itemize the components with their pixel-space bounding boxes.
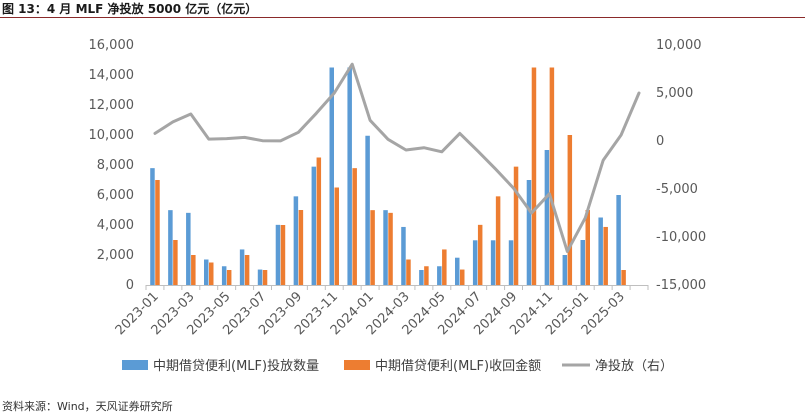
bar-mlf-issuance — [186, 212, 191, 285]
bar-mlf-issuance — [275, 224, 281, 285]
bar-mlf-maturity — [352, 168, 357, 285]
figure-title: 图 13：4 月 MLF 净投放 5000 亿元（亿元） — [2, 2, 258, 16]
bar-mlf-maturity — [621, 270, 626, 285]
bar-mlf-issuance — [544, 150, 550, 285]
bar-mlf-issuance — [329, 67, 334, 285]
bar-mlf-issuance — [293, 196, 299, 285]
bar-mlf-maturity — [424, 266, 429, 285]
bar-mlf-maturity — [191, 255, 196, 285]
left-tick-label: 10,000 — [89, 128, 135, 143]
bar-mlf-maturity — [477, 224, 483, 285]
legend-label: 中期借贷便利(MLF)投放数量 — [153, 358, 319, 374]
bar-mlf-issuance — [168, 210, 173, 285]
bar-mlf-maturity — [495, 196, 501, 285]
source-note: 资料来源：Wind，天风证券研究所 — [2, 400, 173, 413]
legend: 中期借贷便利(MLF)投放数量 中期借贷便利(MLF)收回金额 净投放（右） — [122, 358, 673, 374]
bar-mlf-issuance — [580, 240, 585, 285]
bar-mlf-maturity — [549, 67, 555, 285]
left-tick-label: 0 — [126, 278, 134, 293]
bar-mlf-maturity — [209, 262, 214, 285]
bar-mlf-issuance — [401, 226, 406, 285]
bar-mlf-maturity — [513, 166, 519, 285]
bar-mlf-issuance — [562, 255, 568, 285]
left-tick-label: 16,000 — [89, 38, 135, 53]
right-tick-label: 5,000 — [656, 86, 693, 101]
legend-swatch — [122, 360, 148, 370]
bar-mlf-issuance — [365, 135, 370, 285]
right-axis: -15,000 -10,000 -5,000 0 5,000 10,000 — [656, 38, 706, 293]
bar-mlf-issuance — [239, 249, 245, 285]
bar-mlf-maturity — [603, 226, 608, 285]
bar-mlf-maturity — [567, 135, 573, 285]
bar-mlf-maturity — [262, 270, 268, 285]
bar-mlf-issuance — [419, 270, 424, 285]
bar-mlf-issuance — [508, 240, 514, 285]
left-tick-label: 6,000 — [97, 188, 134, 203]
bar-mlf-issuance — [347, 67, 352, 285]
bar-layer — [150, 67, 626, 285]
bar-mlf-maturity — [316, 157, 322, 285]
right-tick-label: -5,000 — [656, 182, 698, 197]
bar-mlf-issuance — [437, 266, 442, 285]
bar-mlf-issuance — [257, 269, 263, 285]
bar-mlf-issuance — [311, 166, 317, 285]
right-tick-label: 10,000 — [656, 38, 702, 53]
bar-mlf-issuance — [383, 210, 388, 285]
bar-mlf-maturity — [388, 212, 393, 285]
legend-label: 净投放（右） — [595, 358, 673, 374]
bar-mlf-maturity — [531, 67, 537, 285]
bar-mlf-issuance — [455, 257, 460, 285]
left-axis: 0 2,000 4,000 6,000 8,000 10,000 12,000 14,000 1… — [89, 38, 135, 293]
bar-mlf-maturity — [334, 187, 339, 285]
bar-mlf-maturity — [406, 259, 411, 285]
bar-mlf-maturity — [226, 270, 232, 285]
bar-mlf-maturity — [442, 249, 447, 285]
bar-mlf-issuance — [616, 195, 621, 285]
x-axis: 2023-012023-032023-052023-072023-092023-… — [113, 285, 649, 338]
line-net-injection — [153, 62, 641, 253]
bar-mlf-maturity — [298, 210, 304, 285]
left-tick-label: 14,000 — [89, 68, 135, 83]
legend-swatch — [344, 360, 370, 370]
bar-mlf-maturity — [244, 255, 250, 285]
left-tick-label: 12,000 — [89, 98, 135, 113]
bar-mlf-maturity — [173, 240, 178, 285]
bar-mlf-maturity — [370, 210, 375, 285]
bar-mlf-issuance — [526, 180, 532, 285]
bar-mlf-maturity — [585, 210, 590, 285]
legend-label: 中期借贷便利(MLF)收回金额 — [375, 358, 541, 374]
bar-mlf-issuance — [598, 217, 603, 285]
left-tick-label: 2,000 — [97, 248, 134, 263]
bar-mlf-maturity — [280, 225, 286, 285]
line-layer — [153, 62, 641, 253]
left-tick-label: 4,000 — [97, 218, 134, 233]
right-tick-label: -15,000 — [656, 278, 706, 293]
right-tick-label: 0 — [656, 134, 664, 149]
right-tick-label: -10,000 — [656, 230, 706, 245]
bar-mlf-maturity — [460, 269, 465, 285]
bar-mlf-maturity — [155, 180, 160, 285]
bar-mlf-issuance — [472, 240, 478, 285]
title-rule — [0, 17, 805, 18]
bar-mlf-issuance — [221, 266, 227, 285]
bar-mlf-issuance — [204, 259, 209, 285]
left-tick-label: 8,000 — [97, 158, 134, 173]
bar-mlf-issuance — [150, 168, 155, 285]
bar-mlf-issuance — [490, 240, 496, 285]
